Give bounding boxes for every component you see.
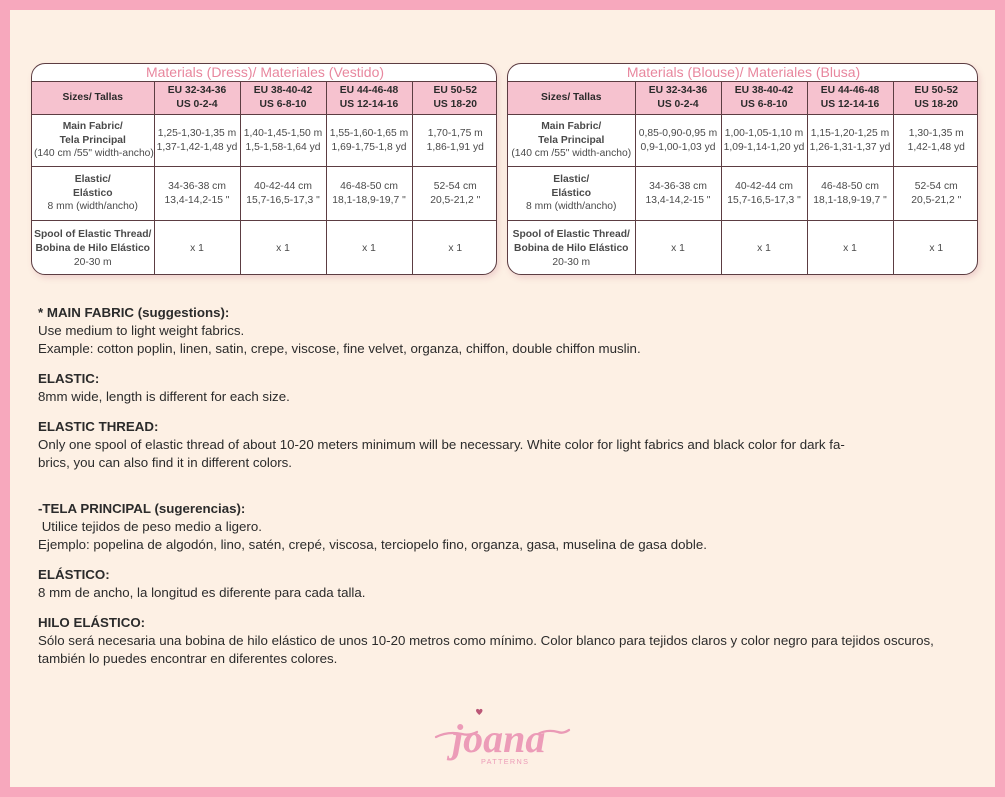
svg-text:PATTERNS: PATTERNS — [481, 757, 529, 766]
svg-text:joana: joana — [446, 716, 545, 761]
